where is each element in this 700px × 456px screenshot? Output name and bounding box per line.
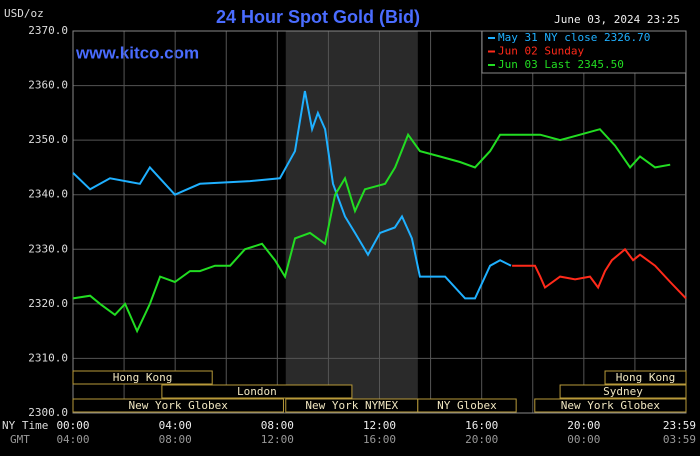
- chart-title: 24 Hour Spot Gold (Bid): [216, 7, 420, 27]
- x-tick-label: 16:00: [465, 419, 498, 432]
- session-shade: [285, 31, 418, 413]
- legend-label: Jun 02 Sunday: [498, 45, 584, 58]
- unit-label: USD/oz: [4, 7, 44, 20]
- y-tick-label: 2320.0: [28, 297, 68, 310]
- session-box: [72, 370, 213, 385]
- legend-label: May 31 NY close 2326.70: [498, 31, 650, 44]
- x2-tick-label: 00:00: [567, 433, 600, 446]
- x2-tick-label: 04:00: [56, 433, 89, 446]
- x-tick-label: 08:00: [261, 419, 294, 432]
- y-tick-label: 2350.0: [28, 133, 68, 146]
- legend-label: Jun 03 Last 2345.50: [498, 58, 624, 71]
- watermark: www.kitco.com: [75, 43, 199, 62]
- x-tick-label: 00:00: [56, 419, 89, 432]
- x2-tick-label: 12:00: [261, 433, 294, 446]
- x2-tick-label: 16:00: [363, 433, 396, 446]
- session-box: [417, 398, 517, 413]
- x2-tick-label: 03:59: [663, 433, 696, 446]
- x-tick-label: 20:00: [567, 419, 600, 432]
- session-label: Sydney: [603, 385, 643, 398]
- session-label: New York Globex: [129, 399, 229, 412]
- price-line: [72, 90, 512, 300]
- x2-row-label: GMT: [10, 433, 30, 446]
- session-box: [559, 384, 687, 399]
- plot-frame: [72, 30, 687, 414]
- y-tick-label: 2310.0: [28, 351, 68, 364]
- price-line: [512, 247, 687, 300]
- x2-tick-label: 20:00: [465, 433, 498, 446]
- session-label: New York NYMEX: [305, 399, 398, 412]
- session-label: Hong Kong: [616, 371, 676, 384]
- session-label: NY Globex: [437, 399, 497, 412]
- y-tick-label: 2300.0: [28, 406, 68, 419]
- x-tick-label: 23:59: [663, 419, 696, 432]
- session-label: London: [237, 385, 277, 398]
- session-label: Hong Kong: [113, 371, 173, 384]
- x2-tick-label: 08:00: [159, 433, 192, 446]
- y-tick-label: 2370.0: [28, 24, 68, 37]
- x-tick-label: 12:00: [363, 419, 396, 432]
- timestamp: June 03, 2024 23:25: [554, 13, 680, 26]
- y-tick-label: 2360.0: [28, 79, 68, 92]
- session-label: New York Globex: [561, 399, 661, 412]
- session-box: [161, 384, 353, 399]
- x-tick-label: 04:00: [159, 419, 192, 432]
- y-tick-label: 2330.0: [28, 242, 68, 255]
- session-box: [72, 398, 284, 413]
- session-box: [534, 398, 687, 413]
- legend-box: [481, 30, 687, 74]
- y-tick-label: 2340.0: [28, 188, 68, 201]
- session-box: [604, 370, 687, 385]
- price-line: [72, 128, 671, 334]
- x-row-label: NY Time: [2, 419, 48, 432]
